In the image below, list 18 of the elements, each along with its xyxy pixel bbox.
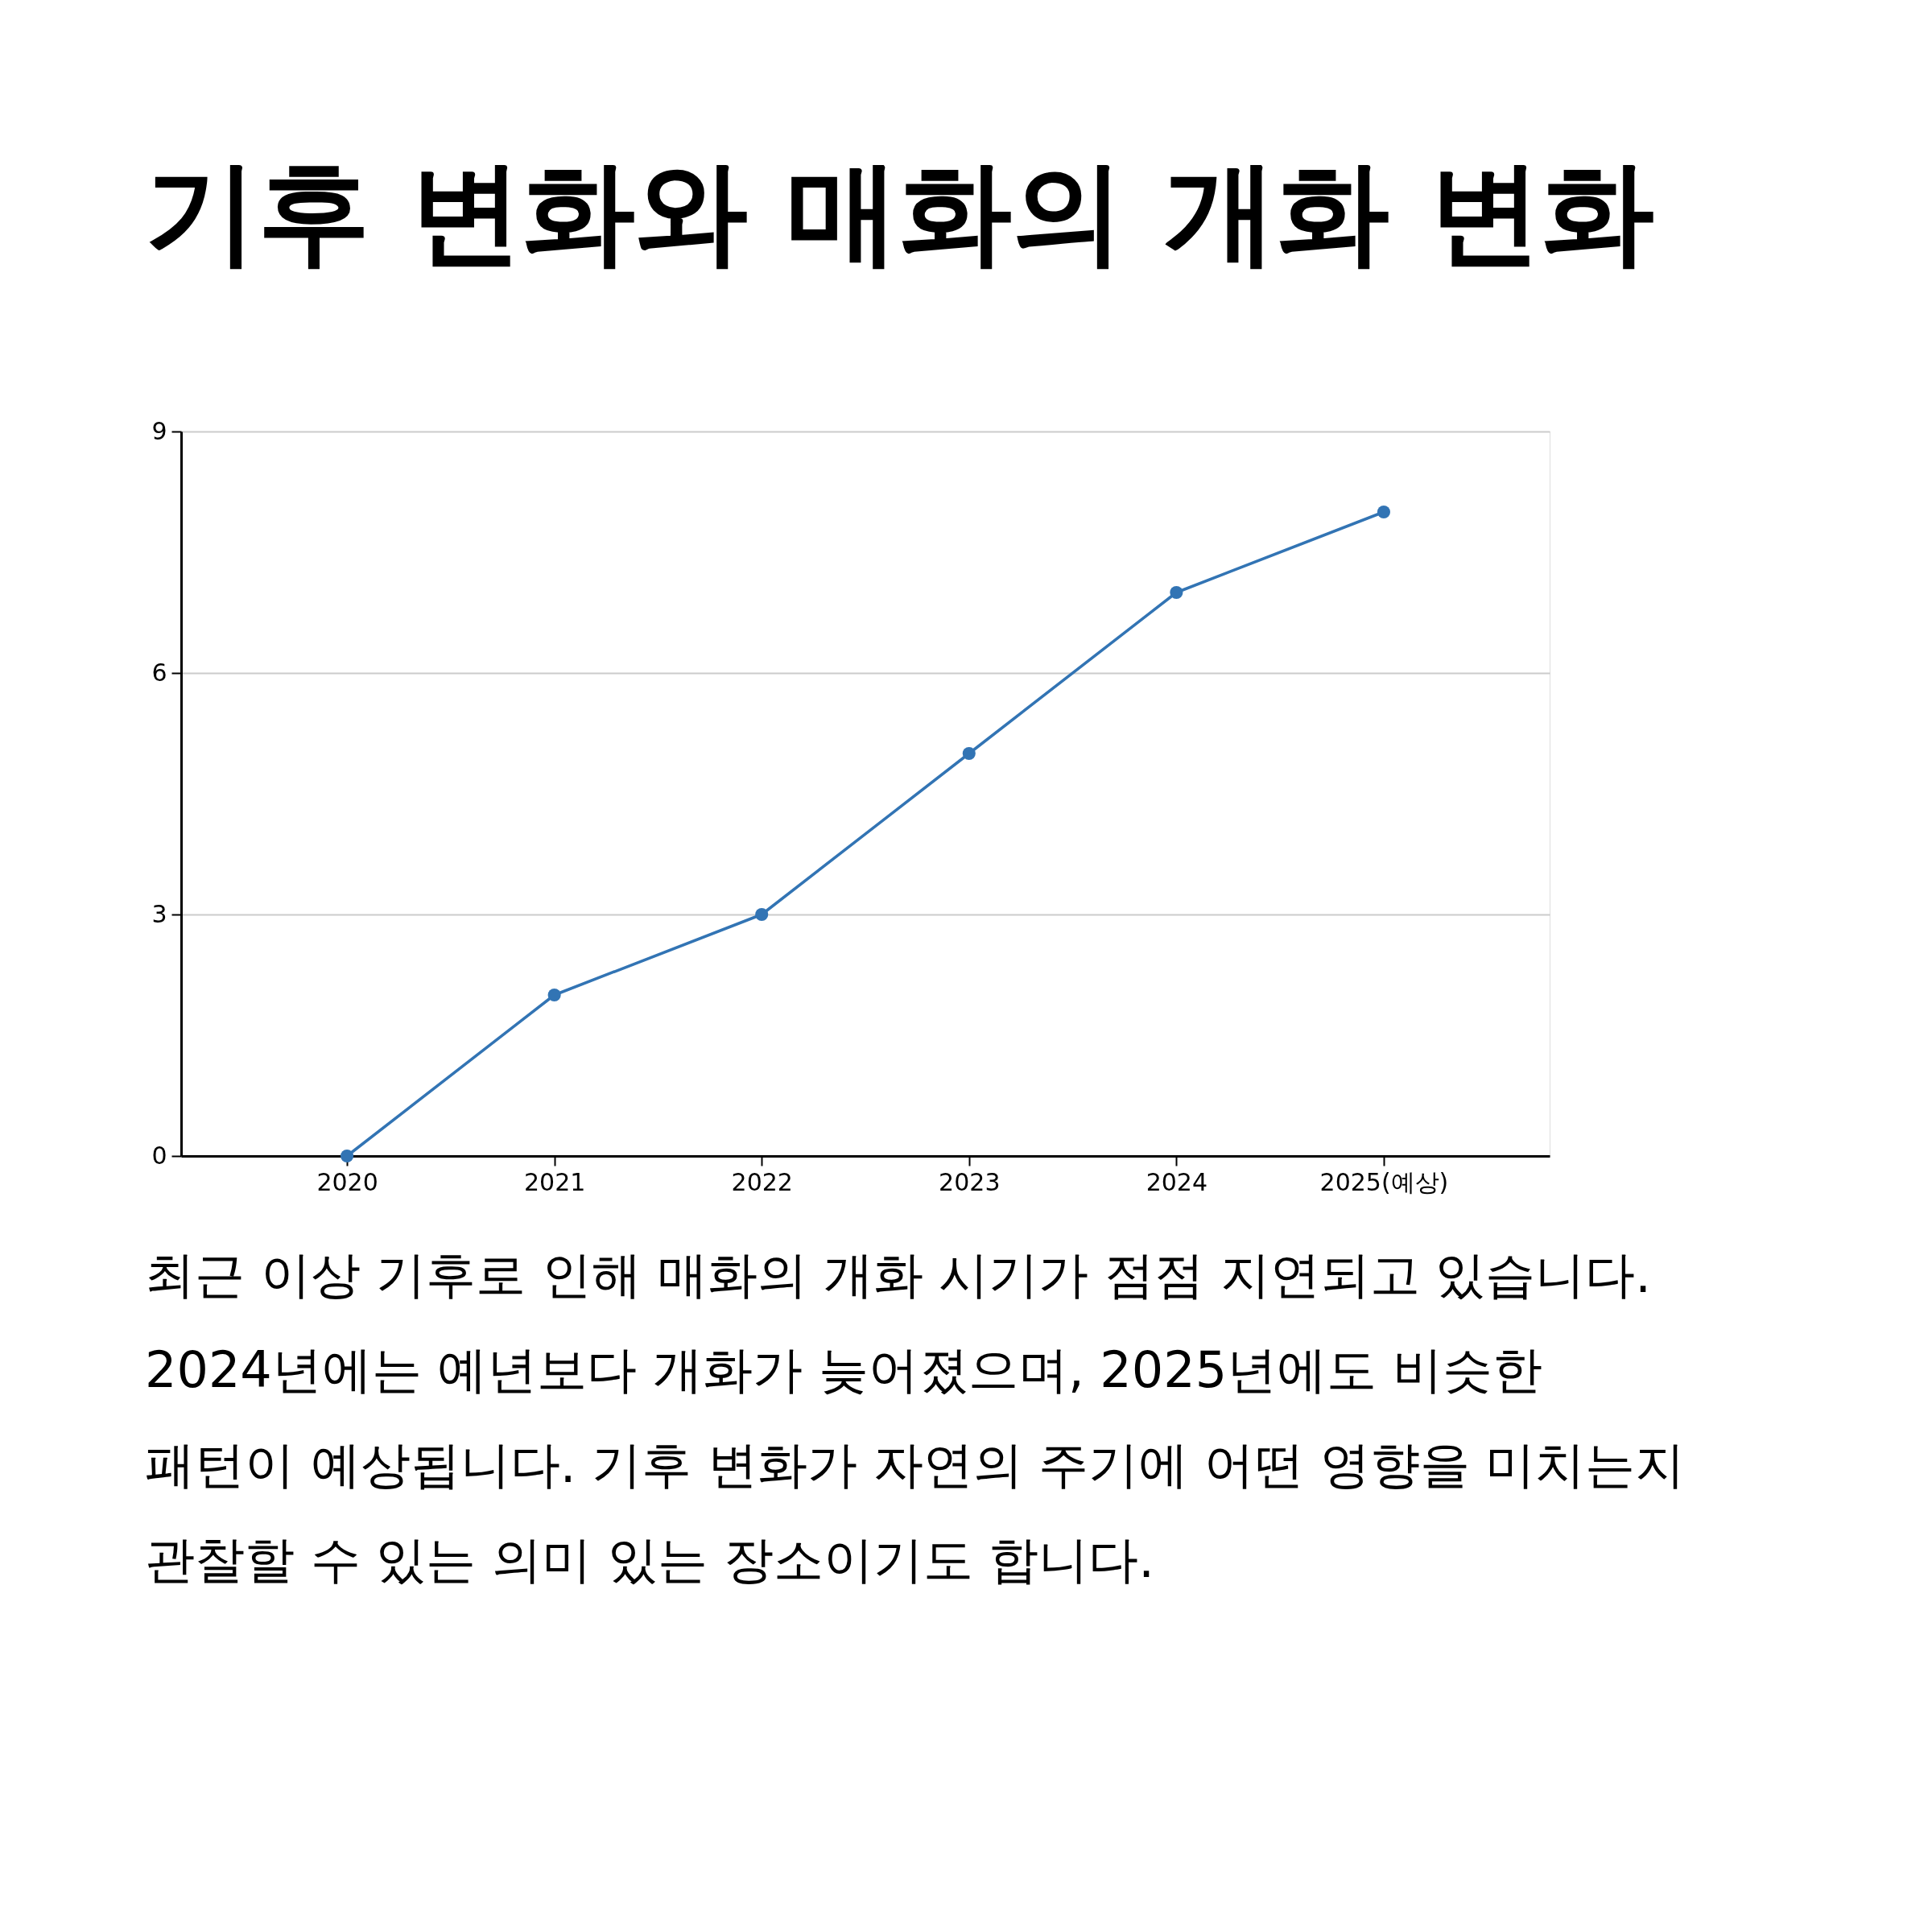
chart-title: 기후 변화와 매화의 개화 변화: [145, 147, 1654, 278]
x-tick-label: 2024: [1146, 1167, 1208, 1196]
point: [1377, 505, 1390, 519]
point: [341, 1149, 354, 1163]
x-tick-label: 2022: [731, 1167, 793, 1196]
y-tick-label: 3: [151, 899, 167, 928]
x-tick-label: 2021: [523, 1167, 586, 1196]
point: [755, 907, 769, 922]
text: 최근 이상 기후로 인해 매화의 개화 시기가 점점 지연되고 있습니다. 2024년에는 예년보다 개화가 늦어졌으며, 2025년에도 비슷한 패턴이 예상됩니다. 기후 변화가 자연의 주기에 어떤 영향을 미치는지 관찰할 수 있는 의미 있는 장소이기도 합니다.: [145, 1245, 1686, 1589]
point: [1170, 585, 1183, 600]
y-tick-label: 0: [151, 1141, 167, 1170]
x-tick-label: 2023: [939, 1167, 1001, 1196]
y-tick-label: 9: [151, 416, 167, 445]
x-tick-label: 2020: [316, 1167, 378, 1196]
point: [962, 746, 976, 761]
point: [547, 988, 561, 1002]
x-tick-label: 2025(예상): [1319, 1167, 1449, 1196]
y-tick-label: 6: [151, 658, 167, 687]
